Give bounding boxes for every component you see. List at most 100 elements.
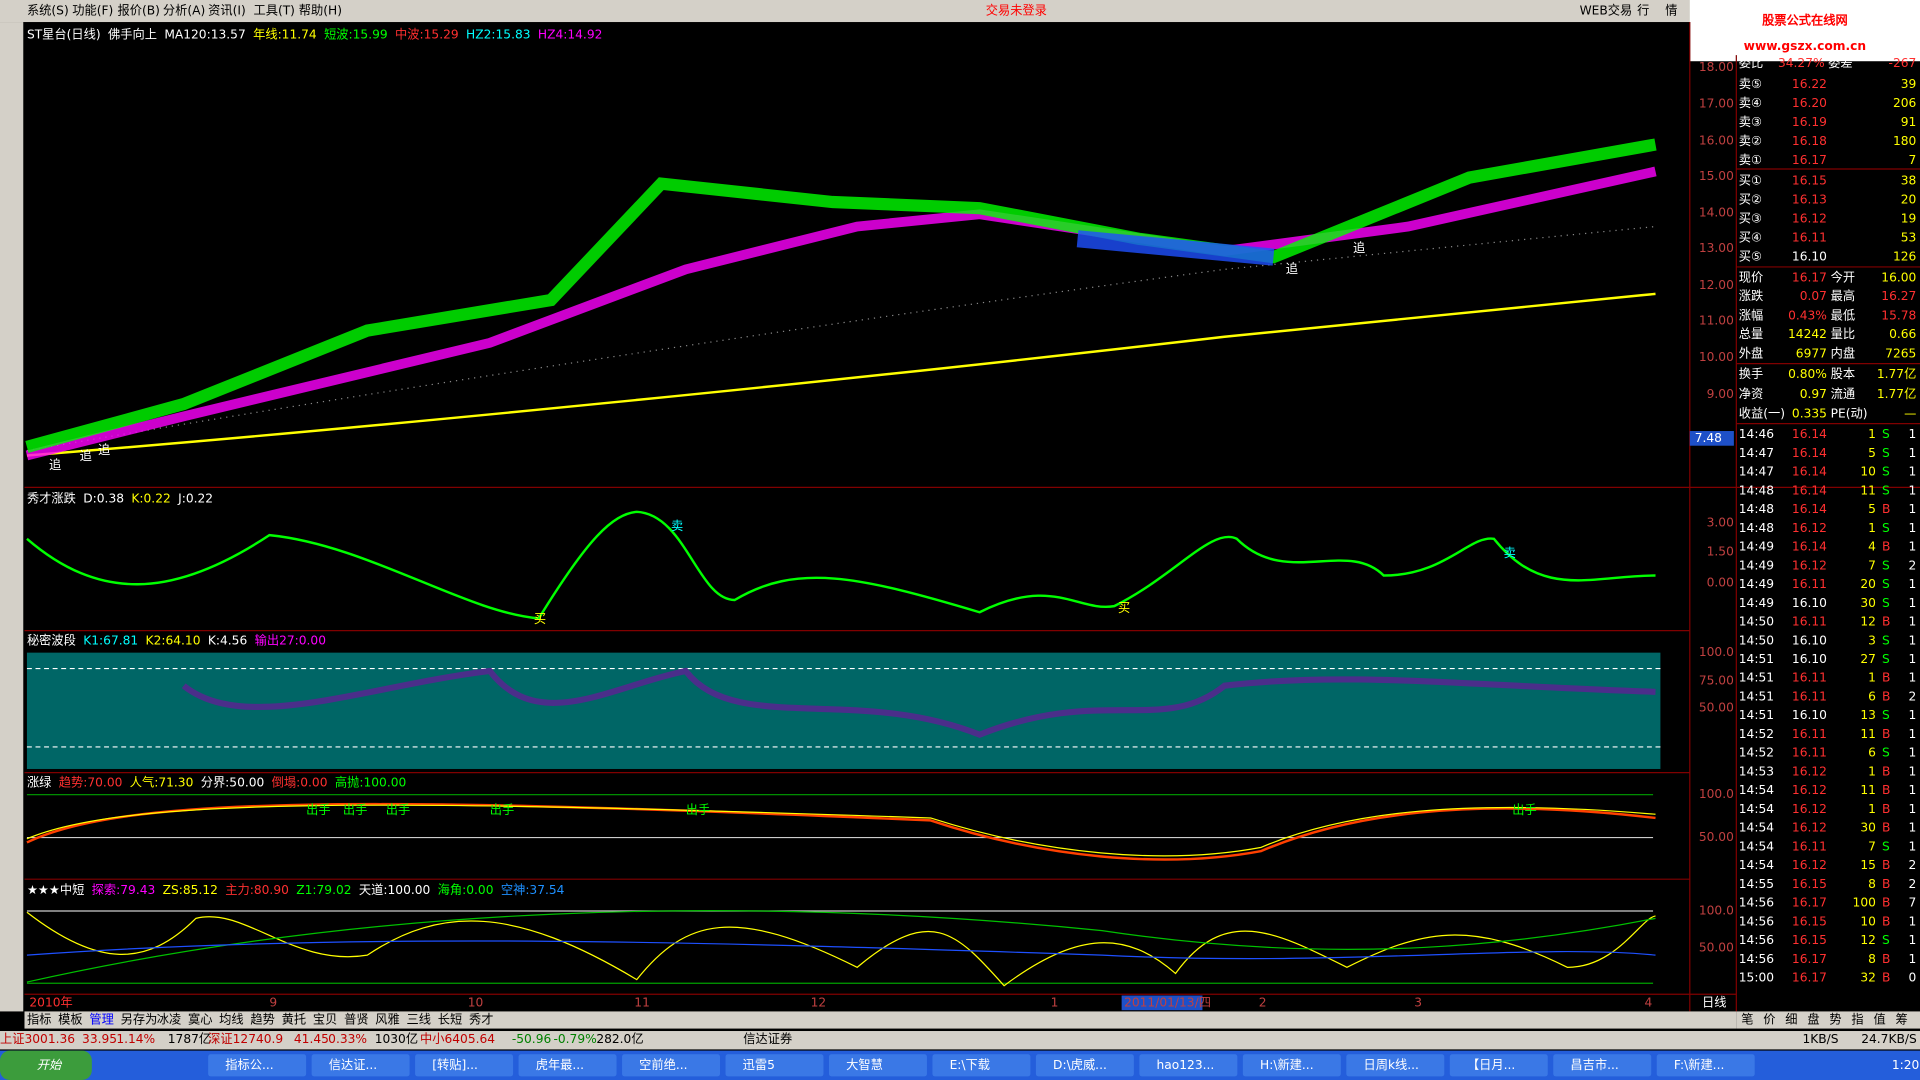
tab[interactable]: 长短 [438, 1013, 462, 1027]
quote-value: 16.17 [1792, 270, 1827, 284]
taskbar-item[interactable] [1242, 1054, 1341, 1077]
side-tab[interactable]: 笔 [1741, 1012, 1753, 1027]
taskbar-item[interactable] [932, 1054, 1031, 1077]
taskbar-item[interactable] [1656, 1054, 1755, 1077]
status-item: 上证3001.36 [0, 1032, 75, 1046]
tick-count: 1 [1909, 783, 1917, 797]
marker: 出手 [490, 803, 514, 817]
menu-bar [0, 0, 1920, 23]
tick-volume: 3 [1868, 633, 1876, 647]
tab[interactable]: 宝贝 [313, 1013, 337, 1027]
tick-price: 16.12 [1792, 858, 1827, 872]
side-tab[interactable]: 指 [1851, 1012, 1863, 1027]
order-price: 16.22 [1792, 77, 1827, 91]
header-item: ZS:85.12 [163, 883, 218, 897]
panel-header: ★★★中短 探索:79.43 ZS:85.12 主力:80.90 Z1:79.02 天道:… [27, 882, 565, 897]
tick-price: 16.10 [1792, 708, 1827, 722]
menu-item[interactable]: 功能(F) [72, 4, 113, 18]
tab[interactable]: 秀才 [469, 1013, 493, 1027]
tick-price: 16.12 [1792, 558, 1827, 572]
tick-count: 7 [1909, 896, 1917, 910]
menu-item[interactable]: 资讯(I) [208, 4, 246, 18]
tab[interactable]: 管理 [89, 1012, 113, 1027]
side-tab[interactable]: 盘 [1807, 1012, 1819, 1027]
tick-price: 16.14 [1792, 502, 1827, 516]
taskbar-item[interactable] [1139, 1054, 1238, 1077]
quote-value: 1.77亿 [1877, 386, 1916, 401]
order-price: 16.15 [1792, 174, 1827, 188]
tick-time: 14:49 [1739, 540, 1774, 554]
taskbar-item[interactable] [518, 1054, 617, 1077]
side-tab[interactable]: 价 [1763, 1013, 1775, 1027]
tick-volume: 30 [1860, 821, 1876, 835]
tab[interactable]: 风雅 [375, 1012, 399, 1027]
taskbar-item[interactable] [1553, 1054, 1652, 1077]
taskbar-item[interactable] [828, 1054, 927, 1077]
tab[interactable]: 趋势 [250, 1013, 274, 1027]
tick-price: 16.14 [1792, 446, 1827, 460]
status-item: 信达证券 [743, 1031, 792, 1046]
order-label: 买⑤ [1739, 250, 1762, 264]
tick-side: B [1882, 802, 1890, 816]
menu-item[interactable]: 帮助(H) [299, 4, 342, 18]
tab[interactable]: 冰凌 [157, 1013, 181, 1027]
taskbar-item[interactable] [311, 1054, 410, 1077]
header-item: 天道:100.00 [359, 883, 430, 897]
y-tick-label: 100.0 [1699, 904, 1734, 918]
tab[interactable]: 普贤 [344, 1013, 368, 1027]
side-tab[interactable]: 细 [1785, 1013, 1797, 1027]
side-tab[interactable]: 势 [1829, 1013, 1841, 1027]
menu-item[interactable]: 系统(S) [27, 4, 69, 18]
status-item: 中小6405.64 [420, 1031, 495, 1046]
menu-item[interactable]: 分析(A) [163, 4, 205, 18]
tab[interactable]: 黄托 [282, 1013, 306, 1027]
tick-time: 14:56 [1739, 952, 1774, 966]
start-button[interactable] [0, 1050, 92, 1080]
side-tab[interactable]: 值 [1873, 1012, 1885, 1027]
tick-count: 2 [1909, 877, 1917, 891]
tick-count: 1 [1909, 652, 1917, 666]
tick-price: 16.17 [1792, 952, 1827, 966]
tick-side: B [1882, 615, 1890, 629]
order-label: 卖② [1739, 134, 1762, 148]
quote-value: 14242 [1788, 327, 1827, 341]
tick-volume: 10 [1860, 465, 1876, 479]
tick-time: 14:53 [1739, 764, 1774, 778]
quote-value: 1.77亿 [1877, 366, 1916, 381]
y-tick-label: 15.00 [1699, 169, 1734, 183]
tab[interactable]: 三线 [407, 1013, 431, 1027]
marker: 卖 [1504, 546, 1516, 560]
toolbar-button[interactable]: 情 [1665, 4, 1677, 18]
tick-side: S [1882, 708, 1890, 722]
tick-count: 0 [1909, 971, 1917, 985]
menu-item[interactable]: 报价(B) [118, 3, 160, 18]
side-tab[interactable]: 筹 [1896, 1013, 1908, 1027]
taskbar-item[interactable] [622, 1054, 720, 1077]
taskbar-item[interactable] [1346, 1054, 1445, 1077]
tab[interactable]: 另存为 [121, 1013, 158, 1027]
tick-price: 16.11 [1792, 839, 1827, 853]
tab[interactable]: 模板 [58, 1013, 82, 1027]
tab[interactable]: 寞心 [188, 1012, 212, 1027]
quote-label: 流通 [1831, 387, 1855, 401]
tab[interactable]: 指标 [27, 1012, 51, 1027]
tick-count: 1 [1909, 933, 1917, 947]
taskbar-item[interactable] [725, 1054, 824, 1077]
taskbar-item[interactable] [1449, 1054, 1548, 1077]
taskbar-item[interactable] [1035, 1054, 1134, 1077]
toolbar-button[interactable]: WEB交易 [1580, 3, 1633, 18]
tick-side: B [1882, 896, 1890, 910]
menu-item[interactable]: 工具(T) [253, 4, 295, 18]
main-chart-decoration [25, 138, 1657, 461]
tick-time: 14:46 [1739, 427, 1774, 441]
tick-side: B [1882, 502, 1890, 516]
tick-price: 16.17 [1792, 971, 1827, 985]
tick-volume: 6 [1868, 746, 1876, 760]
tick-volume: 8 [1868, 877, 1876, 891]
tab[interactable]: 均线 [219, 1013, 243, 1027]
taskbar-item[interactable] [208, 1054, 307, 1077]
tick-count: 1 [1909, 465, 1917, 479]
taskbar-item[interactable] [415, 1054, 514, 1077]
tick-time: 14:56 [1739, 914, 1774, 928]
toolbar-button[interactable]: 行 [1637, 4, 1649, 18]
